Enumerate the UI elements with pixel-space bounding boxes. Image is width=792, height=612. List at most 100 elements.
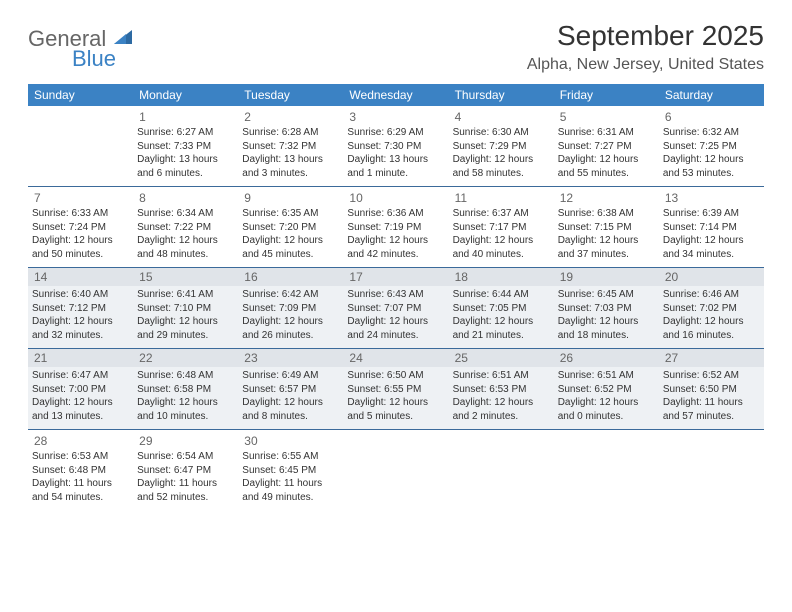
calendar-cell-empty bbox=[343, 430, 448, 510]
day-info: Sunrise: 6:36 AMSunset: 7:19 PMDaylight:… bbox=[347, 207, 444, 261]
calendar-cell: 12Sunrise: 6:38 AMSunset: 7:15 PMDayligh… bbox=[554, 187, 659, 267]
weeks-container: 1Sunrise: 6:27 AMSunset: 7:33 PMDaylight… bbox=[28, 106, 764, 510]
day-info: Sunrise: 6:47 AMSunset: 7:00 PMDaylight:… bbox=[32, 369, 129, 423]
day-number: 16 bbox=[238, 268, 343, 286]
day-header: Saturday bbox=[659, 84, 764, 106]
day-info: Sunrise: 6:53 AMSunset: 6:48 PMDaylight:… bbox=[32, 450, 129, 504]
day-number: 26 bbox=[554, 349, 659, 367]
calendar-cell: 25 Sunrise: 6:51 AMSunset: 6:53 PMDayligh… bbox=[449, 349, 554, 429]
day-info: Sunrise: 6:32 AMSunset: 7:25 PMDaylight:… bbox=[663, 126, 760, 180]
logo: General Blue bbox=[28, 28, 134, 70]
day-number: 7 bbox=[32, 189, 129, 207]
day-number: 12 bbox=[558, 189, 655, 207]
day-info: Sunrise: 6:51 AMSunset: 6:52 PMDaylight:… bbox=[558, 369, 655, 423]
calendar-cell: 4Sunrise: 6:30 AMSunset: 7:29 PMDaylight… bbox=[449, 106, 554, 186]
day-info: Sunrise: 6:51 AMSunset: 6:53 PMDaylight:… bbox=[453, 369, 550, 423]
day-info: Sunrise: 6:30 AMSunset: 7:29 PMDaylight:… bbox=[453, 126, 550, 180]
calendar-cell: 7Sunrise: 6:33 AMSunset: 7:24 PMDaylight… bbox=[28, 187, 133, 267]
day-number: 3 bbox=[347, 108, 444, 126]
day-info: Sunrise: 6:33 AMSunset: 7:24 PMDaylight:… bbox=[32, 207, 129, 261]
calendar-cell: 5Sunrise: 6:31 AMSunset: 7:27 PMDaylight… bbox=[554, 106, 659, 186]
week-row: 28Sunrise: 6:53 AMSunset: 6:48 PMDayligh… bbox=[28, 430, 764, 510]
day-info: Sunrise: 6:27 AMSunset: 7:33 PMDaylight:… bbox=[137, 126, 234, 180]
calendar-cell: 18 Sunrise: 6:44 AMSunset: 7:05 PMDayligh… bbox=[449, 268, 554, 348]
calendar-cell: 3Sunrise: 6:29 AMSunset: 7:30 PMDaylight… bbox=[343, 106, 448, 186]
calendar-cell: 24Sunrise: 6:50 AMSunset: 6:55 PMDayligh… bbox=[343, 349, 448, 429]
day-info: Sunrise: 6:52 AMSunset: 6:50 PMDaylight:… bbox=[663, 369, 760, 423]
day-header: Sunday bbox=[28, 84, 133, 106]
day-number: 22 bbox=[133, 349, 238, 367]
calendar-cell: 9Sunrise: 6:35 AMSunset: 7:20 PMDaylight… bbox=[238, 187, 343, 267]
day-info: Sunrise: 6:55 AMSunset: 6:45 PMDaylight:… bbox=[242, 450, 339, 504]
logo-text: General Blue bbox=[28, 28, 134, 70]
calendar-cell: 29Sunrise: 6:54 AMSunset: 6:47 PMDayligh… bbox=[133, 430, 238, 510]
logo-sail-icon bbox=[114, 26, 134, 51]
calendar-cell: 6Sunrise: 6:32 AMSunset: 7:25 PMDaylight… bbox=[659, 106, 764, 186]
calendar-cell: 2Sunrise: 6:28 AMSunset: 7:32 PMDaylight… bbox=[238, 106, 343, 186]
day-info: Sunrise: 6:54 AMSunset: 6:47 PMDaylight:… bbox=[137, 450, 234, 504]
week-row: 14 Sunrise: 6:40 AMSunset: 7:12 PMDayligh… bbox=[28, 268, 764, 349]
day-number: 18 bbox=[449, 268, 554, 286]
day-info: Sunrise: 6:44 AMSunset: 7:05 PMDaylight:… bbox=[453, 288, 550, 342]
logo-word2: Blue bbox=[72, 48, 134, 70]
day-number: 9 bbox=[242, 189, 339, 207]
calendar: SundayMondayTuesdayWednesdayThursdayFrid… bbox=[28, 84, 764, 510]
page: General Blue September 2025 Alpha, New J… bbox=[0, 0, 792, 530]
day-number: 21 bbox=[28, 349, 133, 367]
day-info: Sunrise: 6:37 AMSunset: 7:17 PMDaylight:… bbox=[453, 207, 550, 261]
day-info: Sunrise: 6:49 AMSunset: 6:57 PMDaylight:… bbox=[242, 369, 339, 423]
day-number: 25 bbox=[449, 349, 554, 367]
day-number: 8 bbox=[137, 189, 234, 207]
calendar-cell: 13Sunrise: 6:39 AMSunset: 7:14 PMDayligh… bbox=[659, 187, 764, 267]
day-info: Sunrise: 6:41 AMSunset: 7:10 PMDaylight:… bbox=[137, 288, 234, 342]
title-block: September 2025 Alpha, New Jersey, United… bbox=[527, 20, 764, 74]
calendar-cell: 20Sunrise: 6:46 AMSunset: 7:02 PMDayligh… bbox=[659, 268, 764, 348]
calendar-cell: 8Sunrise: 6:34 AMSunset: 7:22 PMDaylight… bbox=[133, 187, 238, 267]
calendar-cell: 16Sunrise: 6:42 AMSunset: 7:09 PMDayligh… bbox=[238, 268, 343, 348]
week-row: 7Sunrise: 6:33 AMSunset: 7:24 PMDaylight… bbox=[28, 187, 764, 268]
week-row: 21 Sunrise: 6:47 AMSunset: 7:00 PMDayligh… bbox=[28, 349, 764, 430]
day-number: 6 bbox=[663, 108, 760, 126]
day-number: 23 bbox=[238, 349, 343, 367]
header: General Blue September 2025 Alpha, New J… bbox=[28, 20, 764, 74]
calendar-cell: 10Sunrise: 6:36 AMSunset: 7:19 PMDayligh… bbox=[343, 187, 448, 267]
calendar-cell-empty bbox=[449, 430, 554, 510]
day-number: 11 bbox=[453, 189, 550, 207]
day-number: 29 bbox=[137, 432, 234, 450]
day-info: Sunrise: 6:43 AMSunset: 7:07 PMDaylight:… bbox=[347, 288, 444, 342]
day-number: 28 bbox=[32, 432, 129, 450]
calendar-cell: 21 Sunrise: 6:47 AMSunset: 7:00 PMDayligh… bbox=[28, 349, 133, 429]
calendar-cell: 23 Sunrise: 6:49 AMSunset: 6:57 PMDayligh… bbox=[238, 349, 343, 429]
calendar-cell: 30Sunrise: 6:55 AMSunset: 6:45 PMDayligh… bbox=[238, 430, 343, 510]
day-info: Sunrise: 6:40 AMSunset: 7:12 PMDaylight:… bbox=[32, 288, 129, 342]
day-number: 30 bbox=[242, 432, 339, 450]
day-number: 13 bbox=[663, 189, 760, 207]
day-number: 4 bbox=[453, 108, 550, 126]
day-info: Sunrise: 6:48 AMSunset: 6:58 PMDaylight:… bbox=[137, 369, 234, 423]
day-info: Sunrise: 6:45 AMSunset: 7:03 PMDaylight:… bbox=[558, 288, 655, 342]
day-number: 15 bbox=[133, 268, 238, 286]
day-info: Sunrise: 6:46 AMSunset: 7:02 PMDaylight:… bbox=[663, 288, 760, 342]
day-header-row: SundayMondayTuesdayWednesdayThursdayFrid… bbox=[28, 84, 764, 106]
day-number: 10 bbox=[347, 189, 444, 207]
day-info: Sunrise: 6:39 AMSunset: 7:14 PMDaylight:… bbox=[663, 207, 760, 261]
page-subtitle: Alpha, New Jersey, United States bbox=[527, 56, 764, 74]
page-title: September 2025 bbox=[527, 20, 764, 52]
day-info: Sunrise: 6:28 AMSunset: 7:32 PMDaylight:… bbox=[242, 126, 339, 180]
day-number: 2 bbox=[242, 108, 339, 126]
day-info: Sunrise: 6:31 AMSunset: 7:27 PMDaylight:… bbox=[558, 126, 655, 180]
calendar-cell: 11Sunrise: 6:37 AMSunset: 7:17 PMDayligh… bbox=[449, 187, 554, 267]
day-number: 17 bbox=[343, 268, 448, 286]
calendar-cell: 19Sunrise: 6:45 AMSunset: 7:03 PMDayligh… bbox=[554, 268, 659, 348]
day-number: 14 bbox=[28, 268, 133, 286]
day-header: Thursday bbox=[449, 84, 554, 106]
day-header: Wednesday bbox=[343, 84, 448, 106]
day-number: 5 bbox=[558, 108, 655, 126]
calendar-cell: 17 Sunrise: 6:43 AMSunset: 7:07 PMDayligh… bbox=[343, 268, 448, 348]
calendar-cell-empty bbox=[28, 106, 133, 186]
calendar-cell-empty bbox=[554, 430, 659, 510]
day-header: Friday bbox=[554, 84, 659, 106]
calendar-cell: 14 Sunrise: 6:40 AMSunset: 7:12 PMDayligh… bbox=[28, 268, 133, 348]
calendar-cell: 22 Sunrise: 6:48 AMSunset: 6:58 PMDayligh… bbox=[133, 349, 238, 429]
day-info: Sunrise: 6:29 AMSunset: 7:30 PMDaylight:… bbox=[347, 126, 444, 180]
